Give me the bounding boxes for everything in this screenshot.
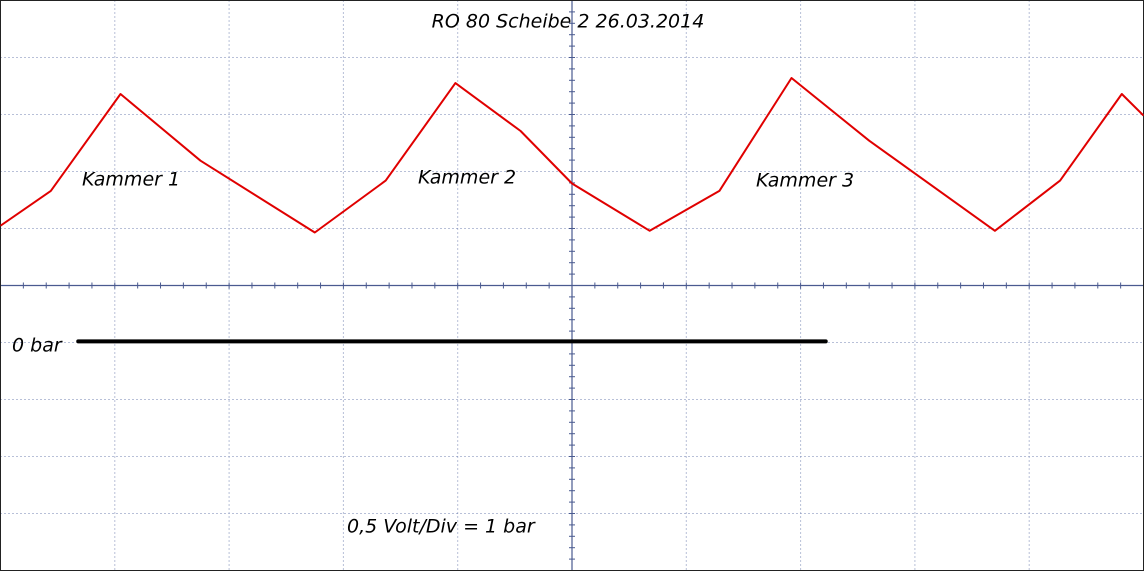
- traces: [0, 77, 1144, 344]
- reference-label: 0 bar: [12, 335, 63, 357]
- annotation: Kammer 2: [418, 167, 516, 189]
- chart-title: RO 80 Scheibe 2 26.03.2014: [432, 11, 705, 33]
- annotation: 0,5 Volt/Div = 1 bar: [347, 516, 536, 538]
- trace: [0, 77, 1144, 234]
- annotation: Kammer 3: [756, 170, 854, 192]
- annotation: Kammer 1: [82, 169, 180, 191]
